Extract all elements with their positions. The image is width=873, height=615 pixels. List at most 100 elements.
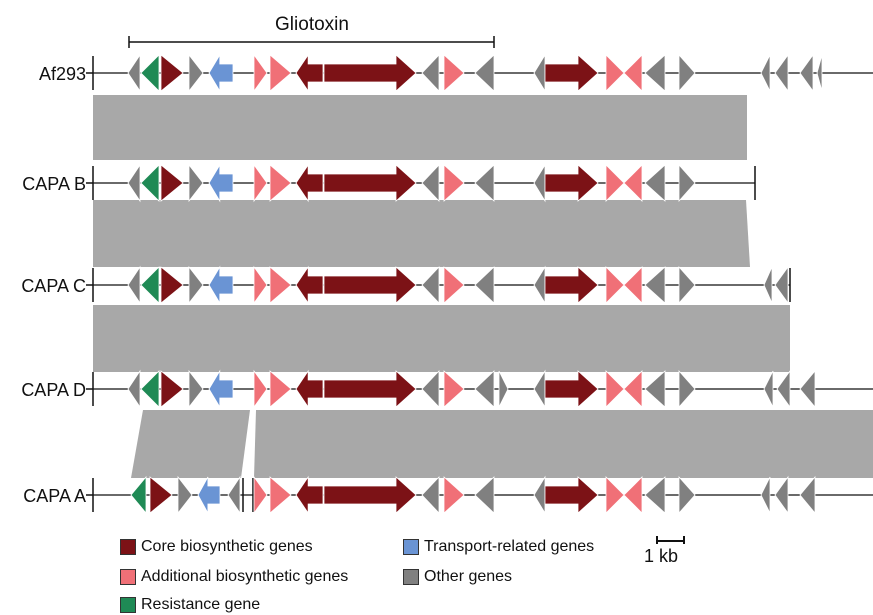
- gene-arrow-other: [799, 53, 814, 93]
- track-label: CAPA B: [22, 174, 86, 194]
- gene-arrow-other: [799, 369, 816, 409]
- gene-arrow-core: [544, 370, 599, 408]
- gene-arrow-other: [678, 369, 696, 409]
- gene-arrow-other: [474, 266, 495, 304]
- legend-swatch-resistance: [120, 597, 136, 613]
- scale-bar-label: 1 kb: [644, 546, 679, 566]
- gene-arrow-transport: [208, 53, 234, 93]
- gene-arrow-other: [533, 163, 546, 203]
- gene-arrow-additional: [623, 164, 643, 202]
- gene-arrow-transport: [208, 163, 234, 203]
- gene-arrow-other: [474, 164, 495, 202]
- gene-arrow-other: [227, 475, 241, 515]
- scale-bar-line: [656, 540, 684, 542]
- gene-arrow-other: [816, 54, 823, 92]
- track-3: CAPA D: [21, 369, 873, 409]
- gene-arrow-additional: [605, 266, 625, 304]
- gene-arrow-core: [544, 164, 599, 202]
- gene-arrow-other: [678, 53, 696, 93]
- legend-label-additional: Additional biosynthetic genes: [141, 568, 349, 585]
- gene-arrow-core: [160, 164, 184, 202]
- gene-arrow-additional: [623, 266, 643, 304]
- gene-arrow-additional: [605, 476, 625, 514]
- synteny-block-af293-capab: [93, 95, 747, 160]
- gene-arrow-core: [323, 266, 417, 304]
- synteny-block-capab-capac: [93, 200, 750, 267]
- legend-swatch-additional: [120, 569, 136, 585]
- track-4: CAPA A: [23, 475, 873, 515]
- gene-arrow-other: [760, 54, 771, 92]
- gene-arrow-other: [188, 369, 204, 409]
- gene-arrow-transport: [197, 476, 221, 514]
- gene-arrow-additional: [253, 53, 268, 93]
- gene-arrow-additional: [623, 370, 643, 408]
- gene-arrow-other: [421, 475, 440, 515]
- legend-item-other: Other genes: [403, 568, 512, 586]
- gene-arrow-other: [644, 164, 666, 202]
- gene-arrow-additional: [269, 476, 292, 514]
- gene-arrow-resistance: [140, 370, 160, 408]
- gene-arrow-core: [295, 265, 324, 305]
- gene-arrow-other: [774, 53, 789, 93]
- gene-arrow-core: [544, 476, 599, 514]
- legend-item-resistance: Resistance gene: [120, 596, 260, 614]
- gene-arrow-other: [644, 266, 666, 304]
- gene-arrow-other: [421, 53, 440, 93]
- gene-arrow-other: [474, 476, 495, 514]
- gene-arrow-additional: [253, 163, 268, 203]
- gene-arrow-core: [295, 53, 324, 93]
- gene-arrow-core: [323, 164, 417, 202]
- gene-arrow-additional: [253, 475, 268, 515]
- gene-arrow-resistance: [140, 266, 160, 304]
- gene-arrow-resistance: [130, 475, 147, 515]
- cluster-title: Gliotoxin: [275, 14, 349, 35]
- gene-arrow-other: [533, 53, 546, 93]
- gene-arrow-transport: [208, 265, 234, 305]
- gene-arrow-additional: [269, 164, 292, 202]
- track-label: Af293: [39, 64, 86, 84]
- gene-arrow-core: [323, 476, 417, 514]
- gene-arrow-other: [678, 163, 696, 203]
- gene-arrow-core: [295, 369, 324, 409]
- gene-arrow-additional: [443, 164, 465, 202]
- synteny-block-capac-capad: [93, 305, 790, 372]
- gene-arrow-additional: [269, 54, 292, 92]
- gene-arrow-core: [323, 370, 417, 408]
- gene-arrow-other: [498, 370, 509, 408]
- gene-arrow-core: [544, 266, 599, 304]
- legend-label-transport: Transport-related genes: [424, 538, 595, 555]
- gene-arrow-other: [678, 475, 696, 515]
- gene-arrow-additional: [269, 266, 292, 304]
- gene-arrow-core: [160, 54, 184, 92]
- synteny-diagram: Af293 CAPA B CAPA C CAPA D CAPA A Gliotoxin: [21, 14, 873, 515]
- legend-swatch-core: [120, 539, 136, 555]
- gene-arrow-other: [799, 475, 816, 515]
- gene-arrow-other: [763, 370, 774, 408]
- track-label: CAPA C: [21, 276, 86, 296]
- gene-arrow-core: [160, 370, 184, 408]
- legend-item-core: Core biosynthetic genes: [120, 538, 313, 556]
- gene-arrow-additional: [605, 164, 625, 202]
- gene-arrow-additional: [605, 54, 625, 92]
- track-2: CAPA C: [21, 265, 791, 305]
- legend-swatch-other: [403, 569, 419, 585]
- legend-label-resistance: Resistance gene: [141, 596, 261, 613]
- gene-arrow-other: [474, 54, 495, 92]
- gene-arrow-other: [644, 54, 666, 92]
- track-0: Af293: [39, 53, 873, 93]
- gene-arrow-other: [421, 369, 440, 409]
- gene-arrow-core: [323, 54, 417, 92]
- gene-arrow-additional: [443, 476, 465, 514]
- gene-arrow-other: [474, 370, 495, 408]
- gene-arrow-other: [533, 475, 546, 515]
- gene-arrow-other: [421, 265, 440, 305]
- gene-arrow-other: [188, 163, 204, 203]
- legend-label-other: Other genes: [424, 568, 513, 585]
- track-1: CAPA B: [22, 163, 756, 203]
- gene-arrow-other: [774, 475, 789, 515]
- gene-arrow-other: [127, 163, 141, 203]
- gene-arrow-additional: [269, 370, 292, 408]
- gene-arrow-core: [295, 475, 324, 515]
- gene-arrow-other: [760, 476, 771, 514]
